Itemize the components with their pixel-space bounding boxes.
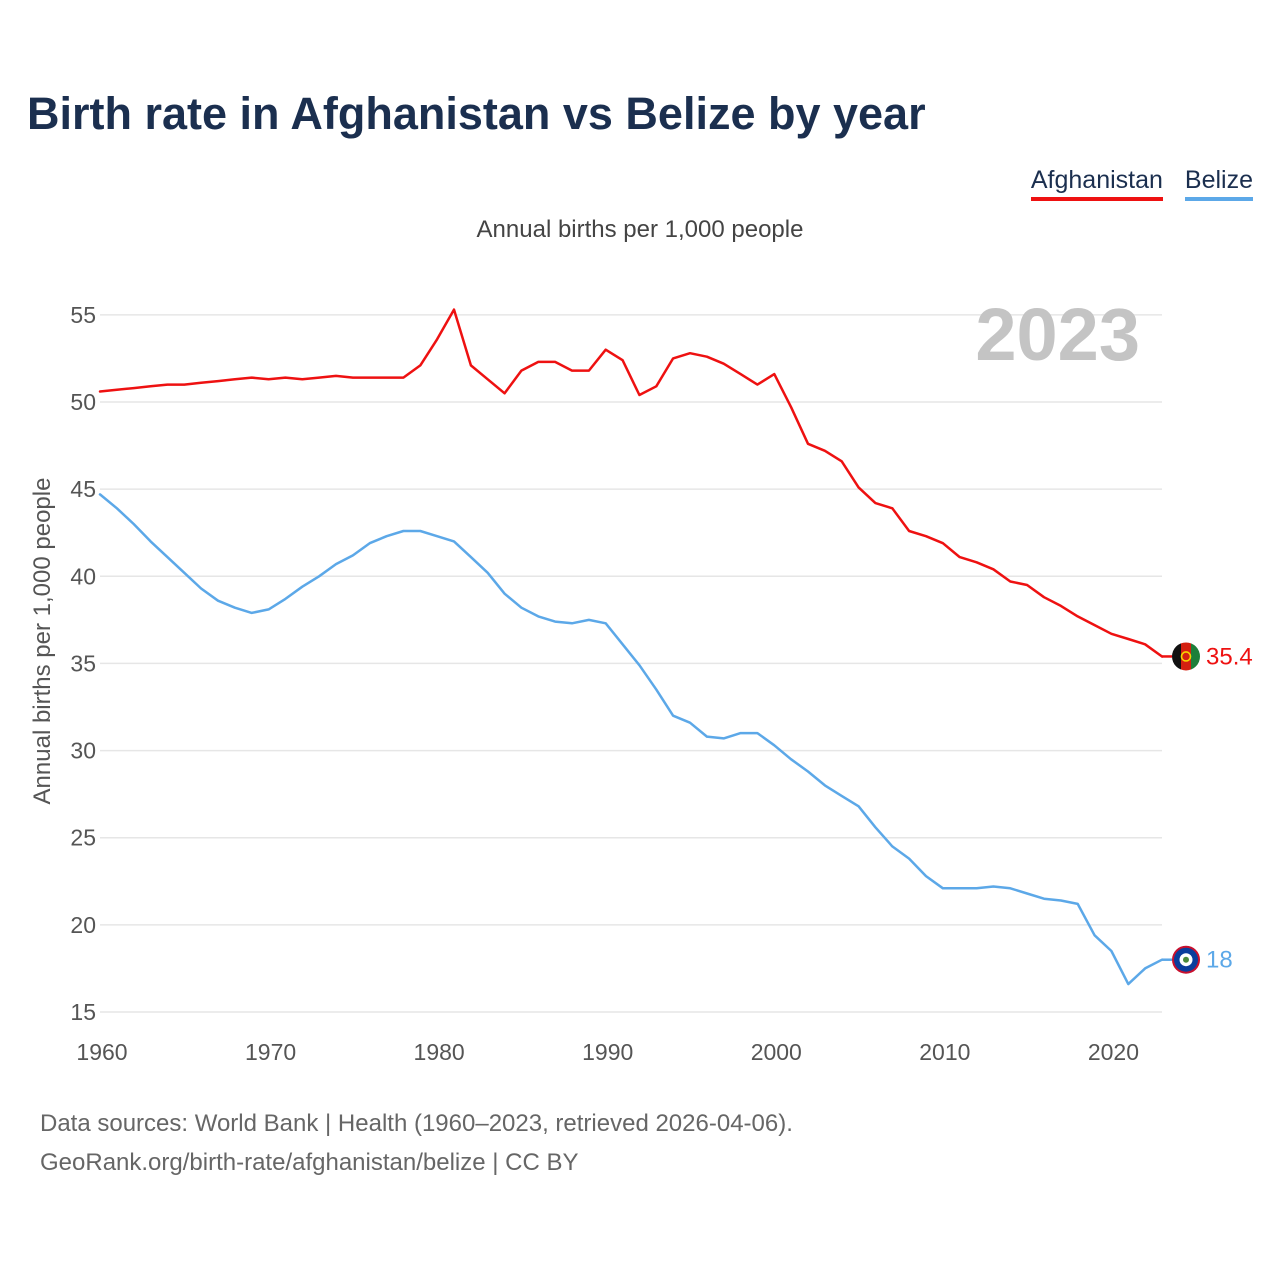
y-tick-label-50: 50 [70, 389, 96, 415]
y-tick-label-55: 55 [70, 302, 96, 328]
flag-afghanistan-icon [1172, 642, 1200, 671]
x-tick-label-1960: 1960 [76, 1039, 127, 1065]
legend-item-belize[interactable]: Belize [1184, 166, 1253, 201]
flag-emblem [1180, 651, 1192, 662]
end-markers: 35.4 18 [1162, 642, 1253, 974]
end-value-label-belize: 18 [1206, 947, 1233, 974]
x-axis-ticks: 1960 1970 1980 1990 2000 2010 2020 [76, 1039, 1139, 1065]
y-tick-label-25: 25 [70, 825, 96, 851]
y-tick-label-20: 20 [70, 912, 96, 938]
chart-subtitle: Annual births per 1,000 people [476, 216, 804, 243]
footer-sources: Data sources: World Bank | Health (1960–… [40, 1110, 793, 1137]
y-tick-label-35: 35 [70, 650, 96, 676]
end-value-label-afghanistan: 35.4 [1206, 643, 1253, 670]
series-lines [98, 308, 1164, 986]
series-line-belize [98, 493, 1164, 986]
chart-legend: Afghanistan Belize [1030, 166, 1253, 201]
y-tick-label-30: 30 [70, 738, 96, 764]
x-tick-label-2010: 2010 [919, 1039, 970, 1065]
x-tick-label-2000: 2000 [751, 1039, 802, 1065]
y-tick-label-40: 40 [70, 563, 96, 589]
flag-band-black [1172, 642, 1181, 671]
chart-title: Birth rate in Afghanistan vs Belize by y… [27, 88, 926, 139]
year-watermark: 2023 [975, 293, 1140, 376]
x-tick-label-1980: 1980 [414, 1039, 465, 1065]
flag-fill [1172, 642, 1200, 671]
flag-band-red [1181, 642, 1191, 671]
flag-band-green [1191, 642, 1200, 671]
x-tick-label-1970: 1970 [245, 1039, 296, 1065]
series-line-afghanistan [98, 308, 1164, 658]
y-axis-ticks: 15 20 25 30 35 40 45 50 55 [70, 302, 96, 1025]
flag-belize-icon [1172, 945, 1200, 974]
y-tick-label-15: 15 [70, 999, 96, 1025]
y-tick-label-45: 45 [70, 476, 96, 502]
footer: Data sources: World Bank | Health (1960–… [40, 1104, 793, 1182]
line-chart: 15 20 25 30 35 40 45 50 55 1960 1970 1980 1990 2000 2… [29, 293, 1253, 1065]
y-axis-label: Annual births per 1,000 people [29, 478, 56, 805]
x-tick-label-1990: 1990 [582, 1039, 633, 1065]
x-tick-label-2020: 2020 [1088, 1039, 1139, 1065]
grid-lines [100, 314, 1162, 1013]
footer-link[interactable]: GeoRank.org/birth-rate/afghanistan/beliz… [40, 1149, 579, 1176]
legend-item-afghanistan[interactable]: Afghanistan [1030, 166, 1163, 201]
flag-emblem [1183, 956, 1189, 963]
